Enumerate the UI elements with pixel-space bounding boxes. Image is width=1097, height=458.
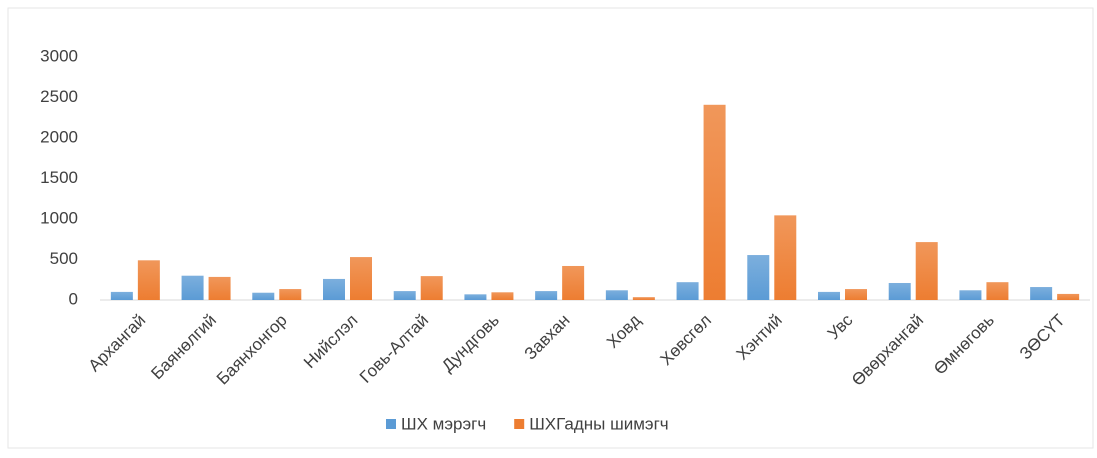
bar — [464, 294, 487, 300]
bar — [1030, 287, 1053, 300]
legend-swatch — [514, 419, 525, 429]
y-tick-label: 1000 — [40, 208, 78, 227]
x-tick-label: Баянөлгий — [147, 311, 220, 384]
x-tick-label: Архангай — [85, 311, 150, 376]
x-tick-label: ЗӨСҮТ — [1016, 311, 1069, 364]
x-tick-label: Говь-Алтай — [356, 311, 432, 387]
bar — [676, 282, 699, 300]
legend-label: ШХ мэрэгч — [401, 414, 486, 433]
y-tick-label: 2000 — [40, 127, 78, 146]
y-tick-label: 1500 — [40, 168, 78, 187]
bar — [888, 282, 911, 300]
bar — [986, 282, 1009, 300]
x-tick-label: Хэнтий — [733, 311, 786, 364]
x-tick-label: Завхан — [521, 311, 574, 364]
x-tick-label: Өмнөговь — [930, 310, 998, 378]
bar — [818, 291, 840, 300]
legend-label: ШХГадны шимэгч — [529, 414, 668, 433]
bar — [350, 257, 372, 300]
y-tick-label: 2500 — [40, 87, 78, 106]
bar — [181, 275, 204, 300]
y-tick-label: 500 — [50, 249, 78, 268]
bar — [1057, 293, 1080, 300]
bar — [747, 255, 770, 300]
legend-swatch — [386, 419, 396, 429]
bar — [110, 291, 133, 300]
bar — [632, 297, 655, 300]
bar — [491, 292, 514, 300]
bar — [774, 215, 797, 300]
bar — [959, 290, 982, 300]
bar — [208, 276, 231, 300]
bar — [562, 265, 585, 300]
y-tick-label: 3000 — [40, 46, 78, 65]
x-tick-label: Увс — [824, 310, 857, 343]
x-tick-label: Хөвсгөл — [657, 311, 715, 369]
x-tick-label: Дундговь — [438, 310, 503, 375]
bar — [420, 276, 443, 300]
bar — [137, 260, 160, 300]
bar — [279, 289, 302, 300]
x-tick-label: Нийслэл — [300, 311, 361, 372]
x-tick-label: Ховд — [603, 311, 644, 352]
y-tick-label: 0 — [69, 289, 78, 308]
bar — [252, 292, 275, 300]
bar — [845, 289, 867, 300]
bar — [323, 278, 345, 300]
chart-border — [7, 7, 1094, 449]
bar — [703, 104, 726, 300]
bar — [915, 242, 938, 300]
bar — [393, 291, 416, 300]
bar — [605, 290, 628, 300]
x-tick-label: Баянхонгор — [213, 311, 291, 389]
bar — [535, 291, 558, 300]
x-tick-label: Өвөрхангай — [848, 311, 927, 390]
